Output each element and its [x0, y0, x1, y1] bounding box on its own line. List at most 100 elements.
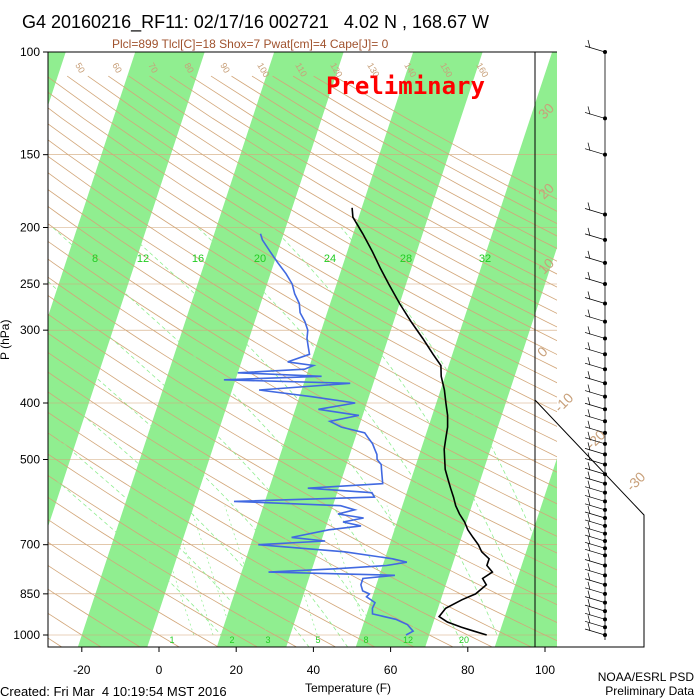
dry-adiabat-line	[0, 76, 23, 647]
y-tick-label: 250	[20, 277, 40, 291]
wind-barb-flag	[587, 521, 591, 530]
wind-barb-flag	[587, 142, 591, 151]
dry-adiabat-line	[48, 332, 557, 623]
wind-barb-flag	[587, 431, 591, 440]
wind-barb-flag	[587, 271, 591, 281]
wind-barb	[584, 596, 606, 603]
isotherm-band	[216, 52, 483, 647]
mixing-ratio-line	[324, 505, 368, 636]
x-tick-label: 80	[461, 663, 475, 677]
dry-adiabat-line	[48, 155, 557, 458]
dry-adiabat-label: 60	[110, 61, 124, 75]
mixing-ratio-label: 16	[192, 253, 204, 265]
wind-barb	[584, 277, 606, 285]
x-tick-label: 0	[156, 663, 163, 677]
wind-barb	[584, 448, 606, 455]
isotherm-band	[48, 52, 66, 106]
wind-barb-flag	[587, 607, 591, 616]
wind-barb-flag	[587, 106, 591, 115]
dry-adiabat-line	[48, 391, 494, 647]
isotherm-band	[355, 52, 557, 647]
wind-barb-flag	[587, 581, 591, 590]
wind-barb	[584, 233, 606, 241]
wind-barb	[584, 568, 606, 576]
wind-barb	[584, 112, 606, 119]
wind-barb	[584, 612, 606, 620]
wind-barb	[584, 548, 606, 556]
wind-barb-flag	[587, 357, 591, 366]
y-tick-label: 200	[20, 221, 40, 235]
mixing-ratio-label: 8	[92, 253, 98, 265]
wind-barb-flag	[587, 442, 591, 451]
plot-frame	[47, 51, 645, 648]
dry-adiabat-line	[48, 295, 557, 588]
wind-barb-flag	[587, 536, 591, 545]
lower-mixing-ratio-label: 2	[229, 635, 234, 645]
y-tick-label: 400	[20, 396, 40, 410]
dry-adiabat-line	[108, 75, 557, 342]
isotherm-bands	[48, 52, 700, 650]
dry-adiabat-line	[48, 496, 298, 647]
wind-barb	[584, 315, 606, 322]
moist-adiabat-line	[48, 472, 233, 647]
dry-adiabat-line	[48, 588, 141, 647]
dry-adiabat-line	[48, 189, 557, 489]
y-axis-label: P (hPa)	[0, 319, 12, 360]
wind-barb	[584, 541, 606, 549]
wind-barb	[584, 534, 606, 542]
dry-adiabat-line	[48, 453, 376, 647]
wind-barb	[584, 519, 606, 527]
wind-barb-flag	[587, 409, 591, 418]
isotherm-label: -10	[551, 389, 577, 415]
isotherm-label: -30	[623, 468, 649, 494]
wind-barb	[584, 402, 606, 410]
org-credit: NOAA/ESRL PSD	[597, 670, 694, 684]
wind-barb-flag	[587, 622, 591, 632]
lower-mixing-ratio-label: 8	[363, 635, 368, 645]
wind-barb-flag	[587, 326, 591, 335]
isotherm-band	[633, 52, 700, 650]
wind-barb-flag	[587, 471, 591, 480]
mixing-ratio-label: 32	[479, 253, 491, 265]
lower-mixing-ratio-label: 5	[315, 635, 320, 645]
y-tick-label: 300	[20, 323, 40, 337]
dry-adiabat-line	[48, 206, 557, 505]
wind-barb	[584, 45, 606, 53]
lower-mixing-ratio-label: 3	[265, 635, 270, 645]
lower-mixing-ratio-label: 20	[459, 635, 469, 645]
y-tick-label: 1000	[13, 628, 40, 642]
mixing-ratio-line	[170, 505, 214, 636]
wind-barb-flag	[587, 309, 591, 318]
lower-mixing-ratio-label: 1	[169, 635, 174, 645]
dry-adiabat-line	[48, 351, 557, 642]
wind-barb	[584, 587, 606, 595]
dewpoint-line	[223, 233, 415, 636]
wind-barb	[584, 414, 606, 422]
dry-adiabat-line	[48, 313, 557, 606]
dry-adiabat-line	[128, 75, 557, 328]
dry-adiabat-line	[48, 475, 337, 647]
x-tick-label: 20	[230, 663, 244, 677]
wind-barb-flag	[587, 615, 591, 624]
mixing-ratio-label: 24	[324, 253, 336, 265]
dry-adiabat-label: 50	[73, 61, 87, 75]
wind-barb-flag	[587, 572, 591, 581]
x-tick-label: -20	[73, 663, 91, 677]
wind-barb-flag	[587, 513, 591, 523]
wind-barb-flag	[587, 528, 591, 538]
dry-adiabat-line	[48, 519, 259, 647]
wind-barb-flag	[587, 599, 591, 608]
wind-barb	[584, 208, 606, 215]
wind-barb	[584, 362, 606, 370]
dry-adiabat-line	[48, 139, 557, 442]
wind-barb	[584, 527, 606, 534]
y-tick-label: 100	[20, 45, 40, 59]
wind-barb	[584, 628, 606, 636]
dry-adiabat-line	[48, 541, 220, 647]
temperature-line	[351, 207, 494, 636]
dry-adiabat-line	[48, 123, 557, 427]
dry-adiabat-label: 70	[146, 61, 160, 75]
wind-barb	[584, 148, 606, 155]
mixing-ratio-label: 12	[137, 253, 149, 265]
